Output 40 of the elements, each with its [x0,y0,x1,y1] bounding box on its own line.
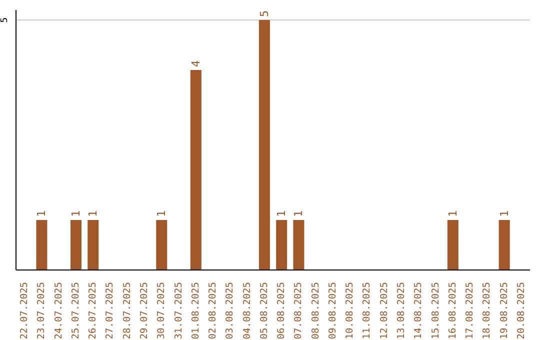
x-tick-label: 27.07.2025 [104,282,116,340]
x-tick-label: 31.07.2025 [173,282,184,340]
data-label: 1 [69,210,82,217]
x-tick-label: 12.08.2025 [378,282,390,340]
x-tick-label: 02.08.2025 [208,282,219,340]
x-tick-label: 18.08.2025 [482,282,493,340]
x-tick-label: 15.08.2025 [430,282,442,340]
data-label: 1 [292,210,306,217]
x-tick-label: 30.07.2025 [156,282,168,340]
x-tick-label: 25.07.2025 [70,282,82,340]
data-label: 1 [498,210,511,217]
x-tick-label: 19.08.2025 [498,282,510,340]
x-tick-label: 05.08.2025 [258,282,270,340]
x-tick-label: 17.08.2025 [464,282,476,340]
x-tick-label: 26.07.2025 [88,282,99,340]
data-label: 1 [275,210,288,217]
x-tick-label: 14.08.2025 [413,282,424,340]
x-tick-label: 03.08.2025 [224,282,236,340]
data-label: 1 [446,210,460,217]
data-label: 1 [35,210,48,217]
data-label: 1 [86,210,100,217]
x-tick-label: 08.08.2025 [310,282,322,340]
x-tick-label: 09.08.2025 [327,282,338,340]
x-tick-label: 22.07.2025 [19,282,30,340]
x-tick-label: 23.07.2025 [36,282,48,340]
data-label: 1 [155,210,168,217]
data-label: 4 [189,60,202,67]
data-label: 5 [258,10,271,17]
x-tick-label: 04.08.2025 [242,282,253,340]
x-tick-label: 13.08.2025 [396,282,407,340]
x-tick-label: 06.08.2025 [276,282,288,340]
x-tick-label: 29.07.2025 [139,282,150,340]
x-tick-label: 11.08.2025 [362,282,373,340]
x-tick-label: 24.07.2025 [53,282,64,340]
x-tick-label: 10.08.2025 [344,282,356,340]
x-tick-label: 01.08.2025 [190,282,202,340]
x-tick-label: 20.08.2025 [516,282,527,340]
x-tick-label: 07.08.2025 [293,282,304,340]
x-tick-label: 16.08.2025 [447,282,458,340]
x-tick-label: 28.07.2025 [122,282,133,340]
